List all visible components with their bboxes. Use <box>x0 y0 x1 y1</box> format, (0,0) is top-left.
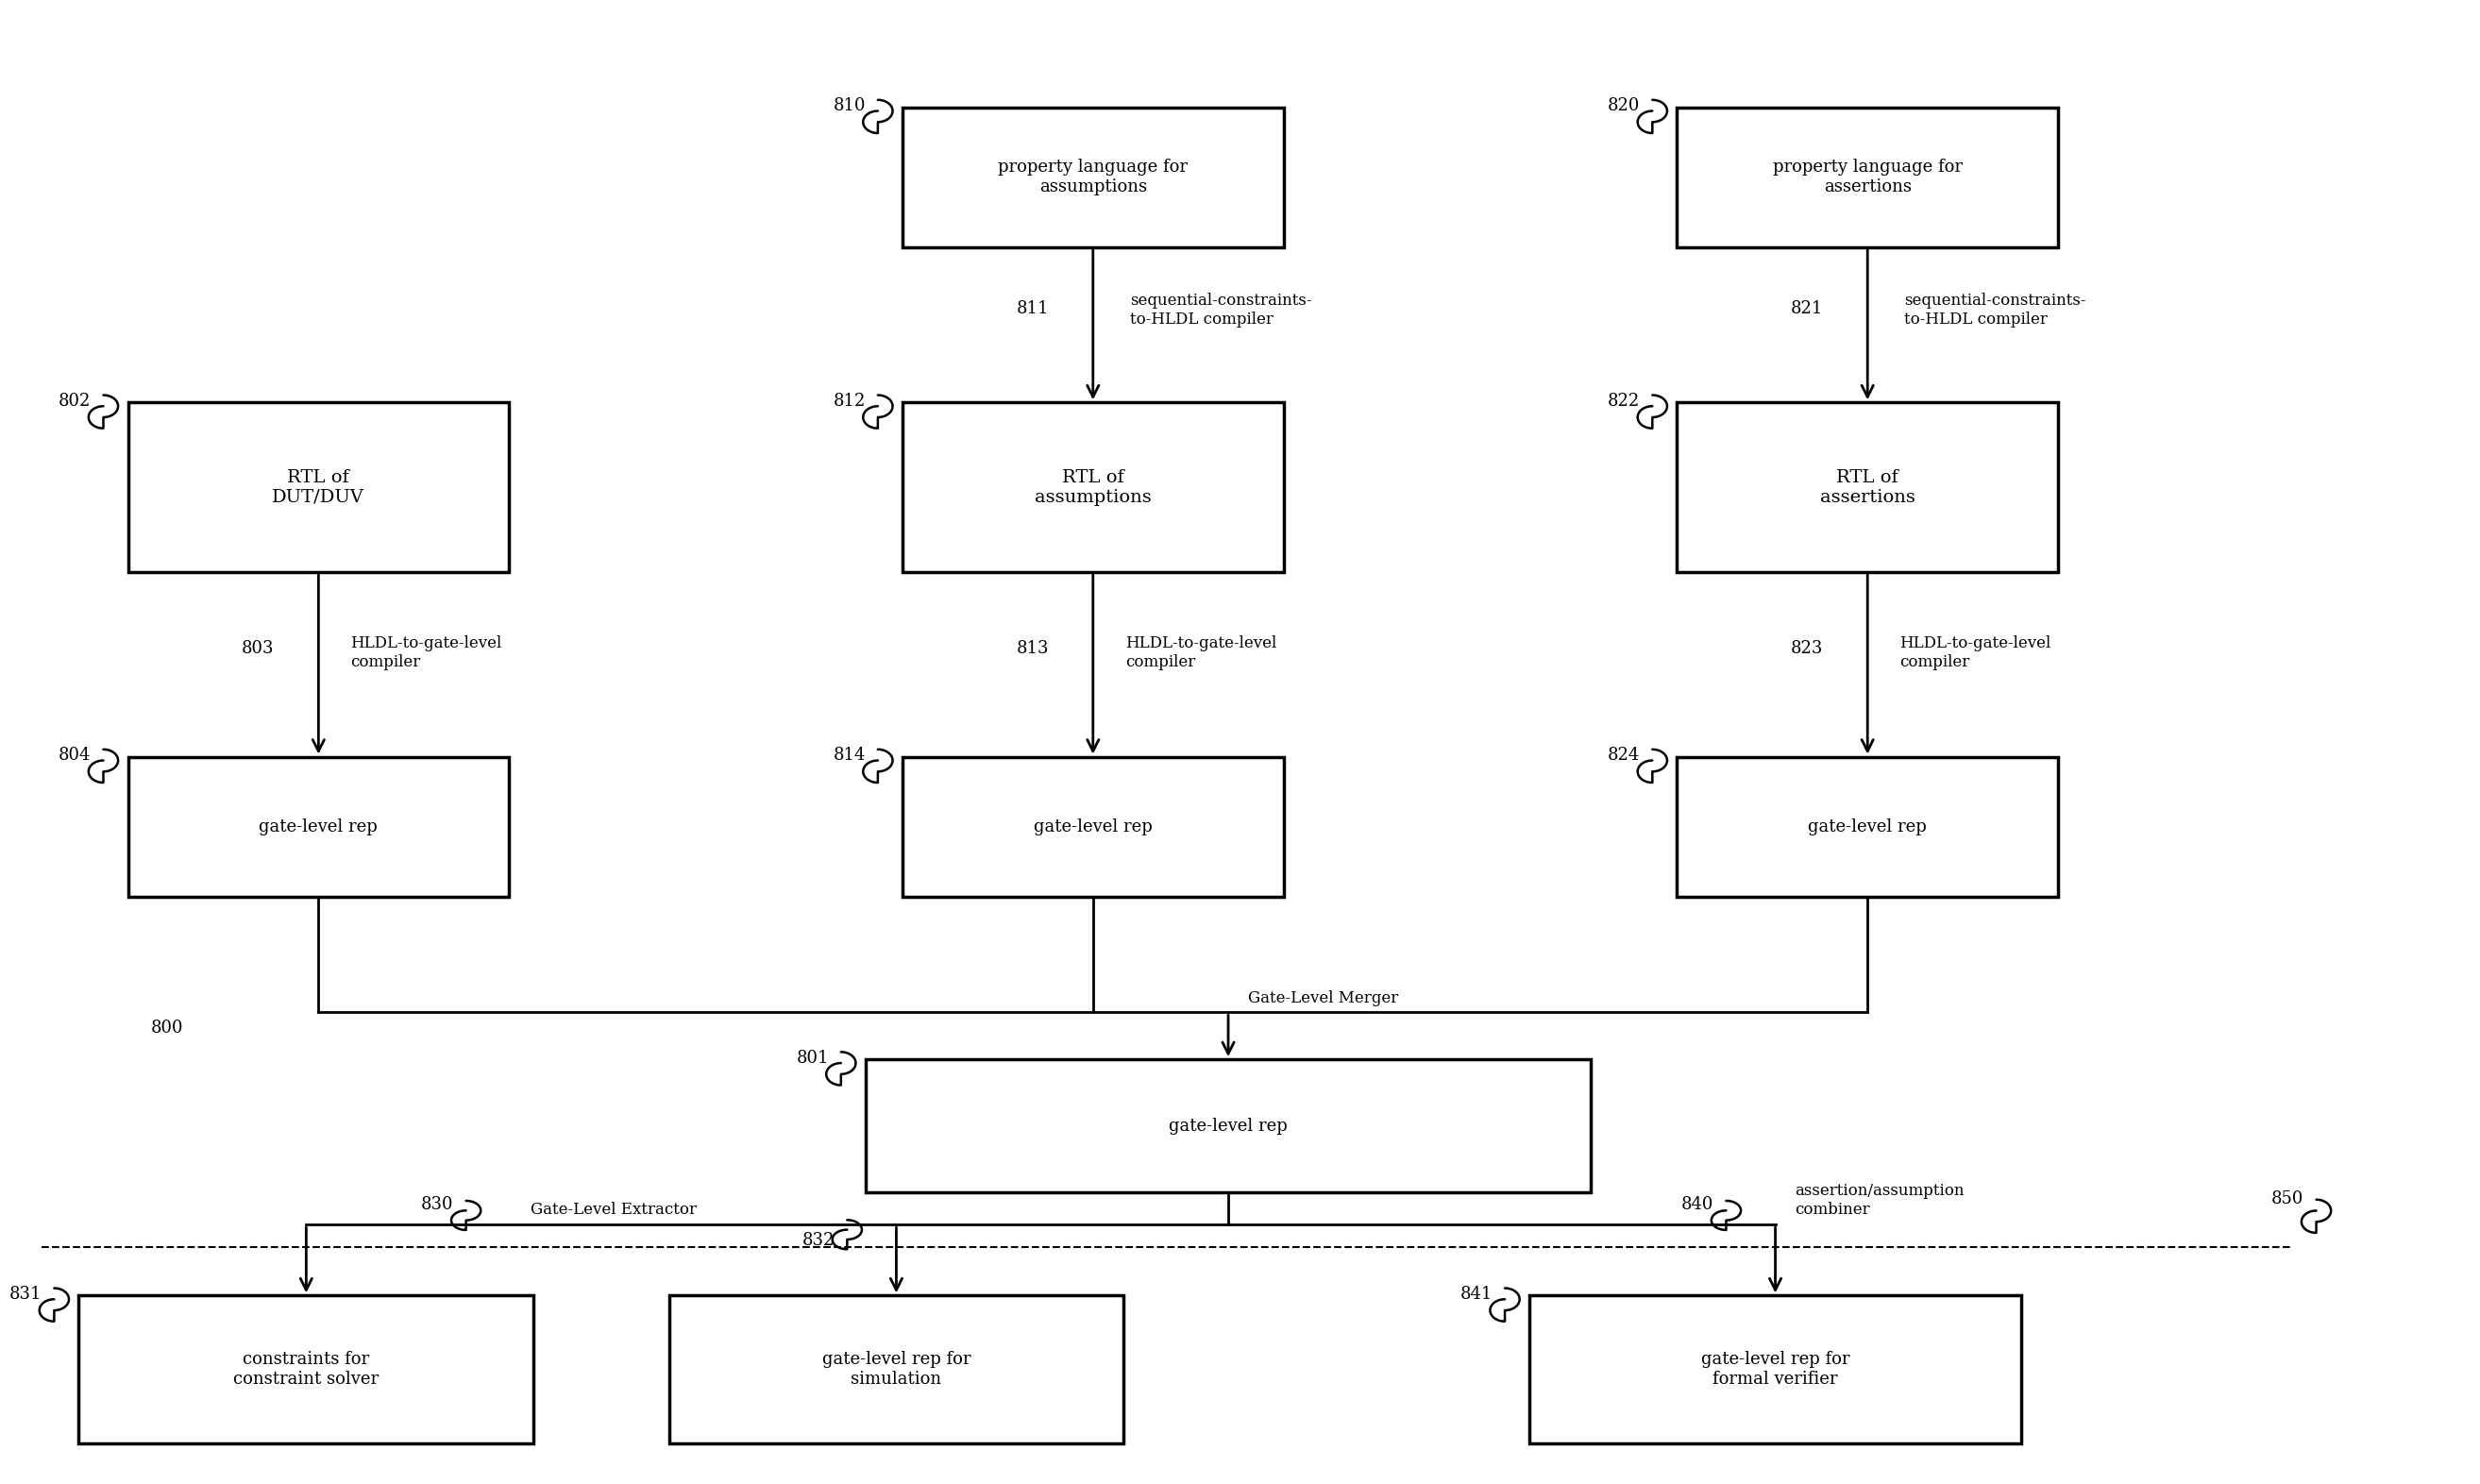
Text: 824: 824 <box>1607 746 1639 764</box>
FancyBboxPatch shape <box>129 757 508 896</box>
Text: RTL of
assumptions: RTL of assumptions <box>1034 469 1151 506</box>
Text: 804: 804 <box>60 746 92 764</box>
Text: 801: 801 <box>796 1049 828 1067</box>
FancyBboxPatch shape <box>1530 1296 2021 1442</box>
Text: 830: 830 <box>422 1196 454 1212</box>
Text: gate-level rep: gate-level rep <box>1168 1117 1287 1134</box>
Text: gate-level rep for
simulation: gate-level rep for simulation <box>821 1350 970 1388</box>
Text: HLDL-to-gate-level
compiler: HLDL-to-gate-level compiler <box>350 635 501 669</box>
FancyBboxPatch shape <box>903 402 1285 573</box>
Text: 850: 850 <box>2272 1190 2304 1206</box>
Text: 831: 831 <box>10 1287 42 1303</box>
Text: Gate-Level Extractor: Gate-Level Extractor <box>531 1201 697 1217</box>
Text: property language for
assumptions: property language for assumptions <box>997 159 1188 196</box>
Text: RTL of
DUT/DUV: RTL of DUT/DUV <box>273 469 365 506</box>
Text: gate-level rep: gate-level rep <box>1808 818 1927 835</box>
Text: 840: 840 <box>1681 1196 1714 1212</box>
FancyBboxPatch shape <box>903 757 1285 896</box>
FancyBboxPatch shape <box>1676 402 2058 573</box>
FancyBboxPatch shape <box>903 107 1285 248</box>
Text: 813: 813 <box>1017 640 1049 657</box>
Text: 822: 822 <box>1607 393 1639 410</box>
FancyBboxPatch shape <box>1676 757 2058 896</box>
Text: 800: 800 <box>151 1020 184 1036</box>
FancyBboxPatch shape <box>1676 107 2058 248</box>
Text: HLDL-to-gate-level
compiler: HLDL-to-gate-level compiler <box>1126 635 1277 669</box>
Text: gate-level rep: gate-level rep <box>258 818 377 835</box>
Text: 803: 803 <box>241 640 275 657</box>
Text: sequential-constraints-
to-HLDL compiler: sequential-constraints- to-HLDL compiler <box>1905 292 2086 328</box>
Text: gate-level rep: gate-level rep <box>1034 818 1153 835</box>
FancyBboxPatch shape <box>129 402 508 573</box>
Text: 823: 823 <box>1791 640 1823 657</box>
Text: assertion/assumption
combiner: assertion/assumption combiner <box>1796 1183 1964 1217</box>
Text: Gate-Level Merger: Gate-Level Merger <box>1247 990 1399 1006</box>
Text: 820: 820 <box>1607 98 1639 114</box>
Text: 841: 841 <box>1461 1287 1493 1303</box>
Text: gate-level rep for
formal verifier: gate-level rep for formal verifier <box>1701 1350 1850 1388</box>
FancyBboxPatch shape <box>670 1296 1123 1442</box>
FancyBboxPatch shape <box>79 1296 533 1442</box>
Text: property language for
assertions: property language for assertions <box>1773 159 1962 196</box>
Text: 832: 832 <box>804 1232 836 1250</box>
Text: RTL of
assertions: RTL of assertions <box>1820 469 1915 506</box>
Text: 812: 812 <box>833 393 866 410</box>
Text: HLDL-to-gate-level
compiler: HLDL-to-gate-level compiler <box>1900 635 2051 669</box>
Text: sequential-constraints-
to-HLDL compiler: sequential-constraints- to-HLDL compiler <box>1131 292 1312 328</box>
Text: 802: 802 <box>60 393 92 410</box>
Text: 810: 810 <box>833 98 866 114</box>
Text: 821: 821 <box>1791 301 1823 318</box>
Text: 811: 811 <box>1017 301 1049 318</box>
Text: 814: 814 <box>833 746 866 764</box>
Text: constraints for
constraint solver: constraints for constraint solver <box>233 1350 379 1388</box>
FancyBboxPatch shape <box>866 1060 1590 1192</box>
